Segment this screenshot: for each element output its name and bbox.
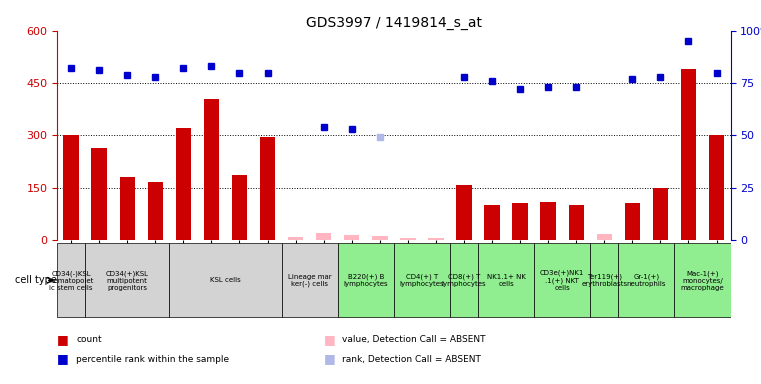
- Bar: [450, 243, 478, 317]
- Text: cell type: cell type: [15, 275, 57, 285]
- Text: KSL cells: KSL cells: [210, 277, 240, 283]
- Bar: [708, 136, 724, 240]
- Bar: [625, 204, 640, 240]
- Text: B220(+) B
lymphocytes: B220(+) B lymphocytes: [343, 273, 388, 287]
- Bar: [681, 69, 696, 240]
- Bar: [478, 243, 534, 317]
- Bar: [597, 234, 612, 240]
- Bar: [428, 238, 444, 240]
- Text: ■: ■: [57, 333, 68, 346]
- Text: percentile rank within the sample: percentile rank within the sample: [76, 354, 229, 364]
- Bar: [204, 99, 219, 240]
- Bar: [484, 205, 500, 240]
- Bar: [316, 233, 331, 240]
- Bar: [534, 243, 591, 317]
- Bar: [372, 236, 387, 240]
- Text: Ter119(+)
erythroblasts: Ter119(+) erythroblasts: [581, 273, 627, 287]
- Bar: [568, 205, 584, 240]
- Text: rank, Detection Call = ABSENT: rank, Detection Call = ABSENT: [342, 354, 481, 364]
- Bar: [674, 243, 731, 317]
- Bar: [232, 175, 247, 240]
- Bar: [282, 243, 338, 317]
- Bar: [288, 237, 304, 240]
- Bar: [63, 136, 79, 240]
- Bar: [338, 243, 393, 317]
- Bar: [393, 243, 450, 317]
- Bar: [91, 147, 107, 240]
- Text: CD34(-)KSL
hematopoiet
ic stem cells: CD34(-)KSL hematopoiet ic stem cells: [49, 270, 94, 291]
- Bar: [119, 177, 135, 240]
- Text: Lineage mar
ker(-) cells: Lineage mar ker(-) cells: [288, 273, 332, 287]
- Title: GDS3997 / 1419814_s_at: GDS3997 / 1419814_s_at: [306, 16, 482, 30]
- Bar: [512, 204, 528, 240]
- Bar: [260, 137, 275, 240]
- Bar: [618, 243, 674, 317]
- Text: CD8(+) T
lymphocytes: CD8(+) T lymphocytes: [441, 273, 486, 287]
- Text: Mac-1(+)
monocytes/
macrophage: Mac-1(+) monocytes/ macrophage: [680, 270, 724, 291]
- Bar: [344, 235, 359, 240]
- Bar: [57, 243, 85, 317]
- Text: NK1.1+ NK
cells: NK1.1+ NK cells: [486, 274, 526, 287]
- Bar: [85, 243, 169, 317]
- Bar: [540, 202, 556, 240]
- Text: count: count: [76, 335, 102, 344]
- Text: CD34(+)KSL
multipotent
progenitors: CD34(+)KSL multipotent progenitors: [106, 270, 148, 291]
- Text: ■: ■: [57, 353, 68, 366]
- Bar: [591, 243, 618, 317]
- Bar: [400, 238, 416, 240]
- Text: CD4(+) T
lymphocytes: CD4(+) T lymphocytes: [400, 273, 444, 287]
- Bar: [169, 243, 282, 317]
- Text: Gr-1(+)
neutrophils: Gr-1(+) neutrophils: [626, 273, 666, 287]
- Text: value, Detection Call = ABSENT: value, Detection Call = ABSENT: [342, 335, 486, 344]
- Bar: [148, 182, 163, 240]
- Bar: [176, 128, 191, 240]
- Bar: [653, 189, 668, 240]
- Text: CD3e(+)NK1
.1(+) NKT
cells: CD3e(+)NK1 .1(+) NKT cells: [540, 270, 584, 291]
- Text: ■: ■: [323, 333, 335, 346]
- Text: ■: ■: [323, 353, 335, 366]
- Bar: [457, 185, 472, 240]
